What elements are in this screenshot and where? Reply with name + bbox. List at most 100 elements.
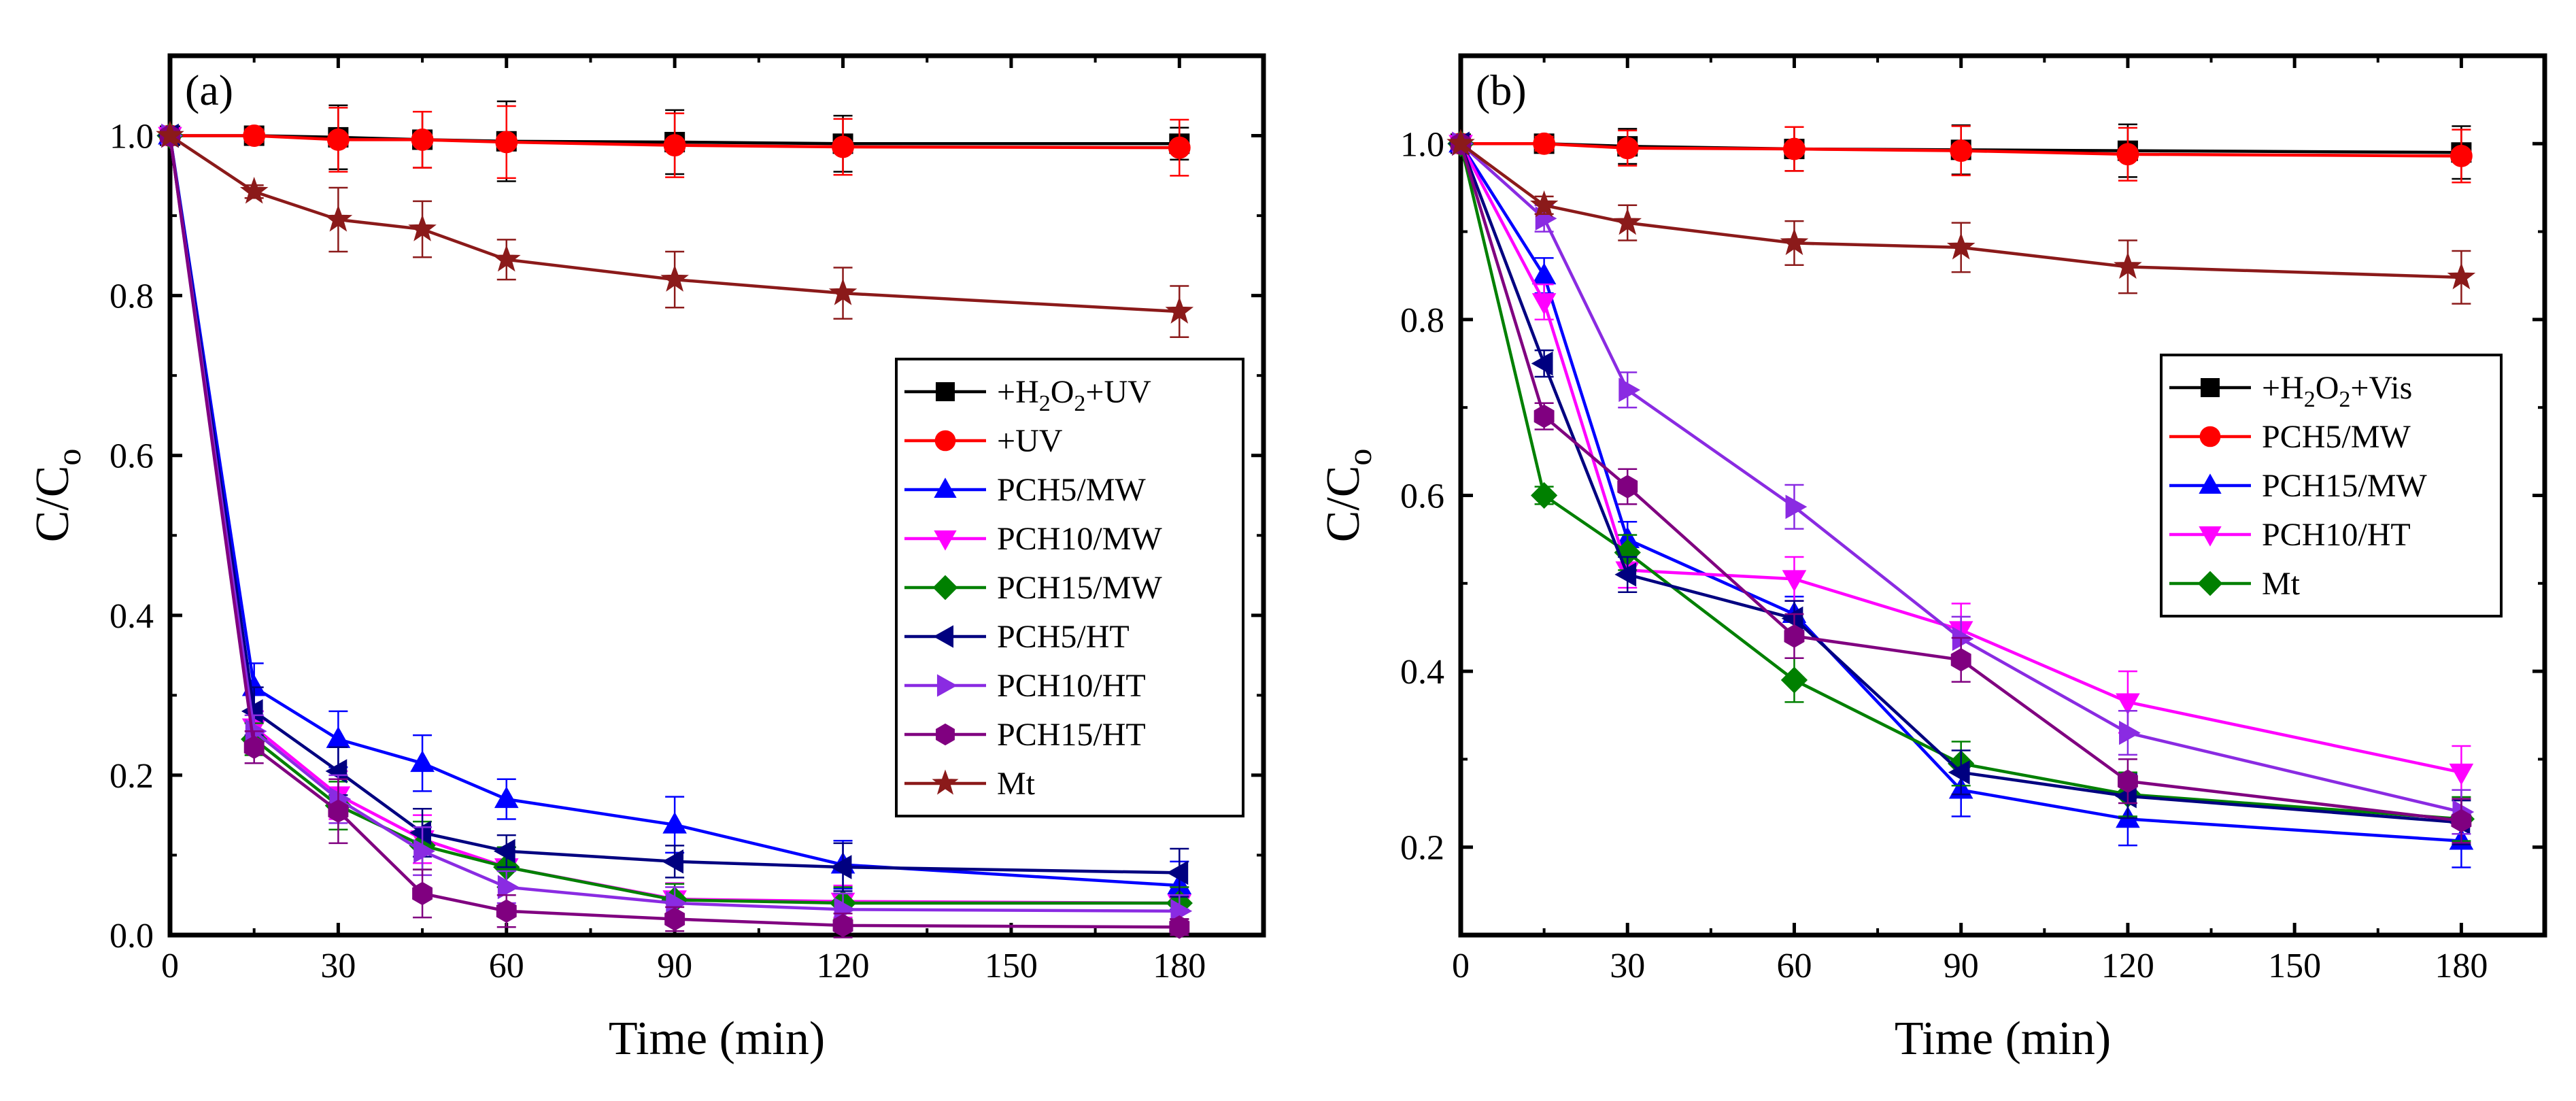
legend-item: Mt bbox=[2169, 566, 2301, 602]
data-point bbox=[2447, 262, 2476, 290]
data-point bbox=[1614, 562, 1637, 587]
legend-marker bbox=[936, 382, 955, 401]
series-line bbox=[168, 135, 1180, 887]
data-point bbox=[412, 881, 433, 906]
legend-item: PCH15/MW bbox=[2169, 468, 2427, 504]
legend-marker bbox=[2199, 426, 2221, 447]
data-point bbox=[832, 913, 853, 938]
x-tick-label: 30 bbox=[320, 947, 356, 985]
panel-label: (b) bbox=[1476, 66, 1527, 114]
y-tick-label: 0.8 bbox=[1400, 301, 1444, 340]
y-tick-label: 0.6 bbox=[1400, 477, 1444, 516]
legend-label-part: O bbox=[1051, 374, 1074, 410]
y-axis-title-sub: o bbox=[1340, 449, 1378, 466]
data-point bbox=[830, 855, 852, 879]
legend-label-sub: 2 bbox=[2339, 387, 2350, 412]
data-point bbox=[2114, 252, 2142, 280]
data-point bbox=[1781, 606, 1803, 631]
y-axis-title-main: C/C bbox=[1317, 466, 1370, 543]
data-point bbox=[2117, 769, 2138, 793]
data-point bbox=[413, 839, 435, 864]
series-line bbox=[168, 135, 1180, 875]
data-point bbox=[495, 131, 518, 154]
legend-label: PCH15/MW bbox=[997, 570, 1162, 606]
legend-item: PCH5/HT bbox=[904, 619, 1130, 655]
data-point bbox=[1780, 666, 1808, 694]
legend-label: PCH15/HT bbox=[997, 717, 1146, 753]
y-tick-label: 0.2 bbox=[1400, 829, 1444, 868]
x-tick-label: 90 bbox=[657, 947, 692, 985]
legend-label-part: +UV bbox=[1085, 374, 1151, 410]
data-point bbox=[324, 205, 353, 232]
data-point bbox=[1616, 137, 1639, 160]
legend-label-part: PCH10/MW bbox=[997, 521, 1162, 557]
data-point bbox=[2451, 809, 2472, 833]
legend-marker bbox=[932, 575, 958, 600]
legend-label-part: +H bbox=[2262, 370, 2304, 406]
legend-item: +UV bbox=[904, 423, 1063, 459]
data-point bbox=[2119, 720, 2141, 745]
x-tick-label: 60 bbox=[1776, 947, 1812, 985]
x-tick-label: 0 bbox=[1452, 947, 1470, 985]
data-point bbox=[325, 759, 348, 783]
data-point bbox=[2116, 143, 2139, 166]
y-axis-title: C/Co bbox=[27, 449, 88, 543]
legend-item: PCH15/MW bbox=[904, 570, 1162, 606]
y-axis-title-group: C/Co bbox=[27, 449, 88, 543]
legend-label-part: PCH15/HT bbox=[997, 717, 1146, 753]
legend-label: PCH10/HT bbox=[2262, 517, 2411, 553]
legend-label: PCH5/MW bbox=[997, 472, 1146, 508]
series-pch15-ht bbox=[1451, 132, 2472, 844]
y-axis-title-main: C/C bbox=[27, 466, 79, 543]
legend-marker bbox=[2197, 571, 2223, 596]
data-point bbox=[1166, 860, 1189, 885]
legend-label-part: +H bbox=[997, 374, 1039, 410]
data-point bbox=[1168, 136, 1191, 159]
data-point bbox=[1533, 132, 1556, 155]
legend-item: PCH15/HT bbox=[904, 717, 1146, 753]
legend-marker bbox=[936, 723, 955, 746]
legend-label: +UV bbox=[997, 423, 1063, 459]
data-point bbox=[239, 176, 269, 204]
x-tick-label: 30 bbox=[1610, 947, 1645, 985]
legend-label-part: +UV bbox=[997, 423, 1063, 459]
series-pch10-ht bbox=[161, 123, 1193, 928]
data-point bbox=[408, 214, 437, 241]
data-point bbox=[497, 875, 520, 900]
series-line bbox=[168, 135, 1180, 913]
series-line bbox=[169, 134, 1180, 314]
data-point bbox=[328, 799, 349, 824]
x-tick-label: 150 bbox=[2268, 947, 2321, 985]
data-point bbox=[660, 265, 689, 292]
legend-label: +H2O2+UV bbox=[997, 374, 1151, 416]
x-tick-label: 150 bbox=[985, 947, 1038, 985]
legend-item: PCH10/HT bbox=[904, 668, 1146, 704]
legend-label: PCH5/HT bbox=[997, 619, 1130, 655]
series-mt-dark bbox=[1446, 129, 2476, 305]
data-point bbox=[1165, 297, 1194, 324]
y-tick-label: 0.0 bbox=[109, 917, 154, 955]
data-point bbox=[1531, 351, 1553, 376]
data-point bbox=[1613, 207, 1642, 235]
data-point bbox=[2450, 145, 2473, 167]
data-point bbox=[411, 129, 434, 151]
x-tick-label: 180 bbox=[2435, 947, 2488, 985]
x-tick-label: 120 bbox=[2101, 947, 2154, 985]
data-point bbox=[496, 899, 517, 923]
legend-item: Mt bbox=[904, 766, 1036, 802]
legend-marker bbox=[932, 769, 959, 795]
series-line bbox=[168, 135, 1180, 905]
panel-a: 0 30 60 90 120 150 180 0.0 0.2 0.4 0.6 0.8 1.0 Time (… bbox=[27, 53, 1266, 1065]
data-point bbox=[1531, 481, 1558, 509]
panel-b: 0 30 60 90 120 150 180 0.2 0.4 0.6 0.8 1.0 Time (min… bbox=[1317, 53, 2547, 1065]
series-line bbox=[170, 134, 1180, 150]
legend-item: +H2O2+UV bbox=[904, 374, 1151, 416]
data-point bbox=[1784, 624, 1805, 648]
legend-label: PCH5/MW bbox=[2262, 419, 2411, 455]
x-tick-label: 60 bbox=[489, 947, 524, 985]
legend-label: PCH10/HT bbox=[997, 668, 1146, 704]
legend-marker bbox=[934, 530, 957, 551]
x-tick-label: 180 bbox=[1153, 947, 1206, 985]
data-point bbox=[492, 244, 521, 272]
